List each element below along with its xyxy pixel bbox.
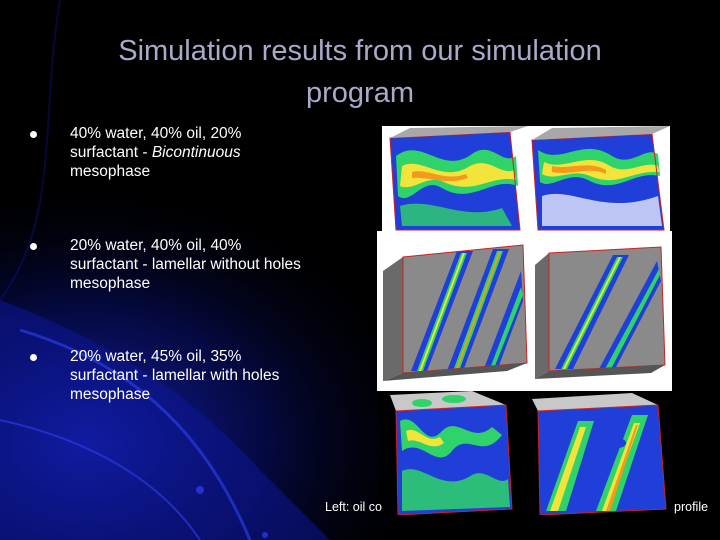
- lamellar-without-holes-simulation-image: [377, 231, 672, 391]
- bullet-dot-icon: [30, 243, 37, 250]
- bicontinuous-simulation-image: [382, 126, 670, 234]
- lamellar-with-holes-simulation-image: [382, 391, 672, 515]
- bullet-2-line-2: surfactant - lamellar without holes: [70, 256, 301, 273]
- bullet-1-emphasis: Bicontinuous: [151, 144, 241, 161]
- holes-right-cube: [532, 393, 667, 515]
- slide-title: Simulation results from our simulation p…: [40, 30, 680, 114]
- bicontinuous-right-cube: [531, 126, 670, 231]
- bullet-3-line-1: 20% water, 45% oil, 35%: [70, 348, 242, 365]
- bullet-1-line-1: 40% water, 40% oil, 20%: [70, 125, 242, 142]
- bullet-3-line-3: mesophase: [70, 386, 151, 403]
- bullet-2-line-3: mesophase: [70, 275, 151, 292]
- holes-left-cube: [390, 391, 513, 515]
- bullet-1-line-2: surfactant -: [70, 144, 152, 161]
- bullet-2-line-1: 20% water, 40% oil, 40%: [70, 237, 242, 254]
- bullet-dot-icon: [30, 131, 37, 138]
- bullet-dot-icon: [30, 354, 37, 361]
- bullet-3-line-2: surfactant - lamellar with holes: [70, 367, 280, 384]
- lamellar-right-cube: [535, 246, 666, 379]
- lamellar-left-cube: [383, 244, 528, 381]
- bicontinuous-left-cube: [389, 126, 528, 231]
- caption-left-text: Left: oil co: [325, 500, 382, 514]
- title-line-1: Simulation results from our simulation: [118, 35, 602, 67]
- bullet-1-line-3: mesophase: [70, 163, 151, 180]
- title-line-2: program: [306, 77, 414, 109]
- caption-right-text: profile: [674, 500, 709, 514]
